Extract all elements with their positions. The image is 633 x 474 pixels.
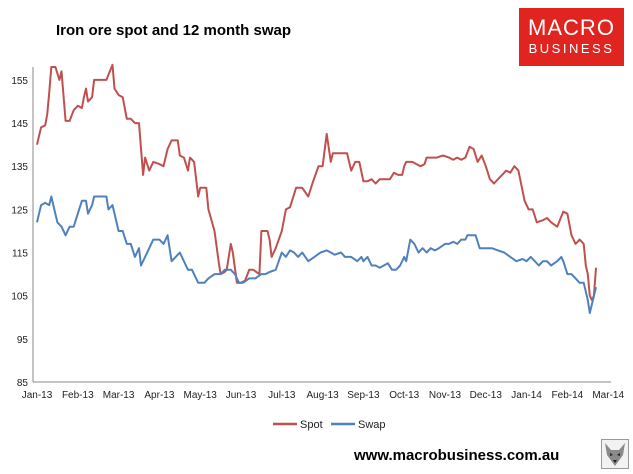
y-tick-label: 95: [17, 335, 29, 346]
series-line-swap: [36, 195, 597, 314]
series-line-spot: [36, 63, 597, 301]
y-tick-label: 125: [11, 205, 28, 216]
y-tick-label: 145: [11, 119, 28, 130]
y-tick-label: 85: [17, 378, 29, 389]
x-tick-label: May-13: [184, 390, 218, 401]
y-tick-label: 115: [12, 249, 28, 260]
y-tick-label: 105: [11, 292, 28, 303]
logo-line-2: BUSINESS: [528, 41, 615, 56]
x-tick-label: Jul-13: [268, 390, 296, 401]
x-tick-label: Jun-13: [226, 390, 257, 401]
legend-swap-label: Swap: [358, 419, 386, 431]
chart-title: Iron ore spot and 12 month swap: [56, 22, 292, 39]
series-layer: [36, 63, 597, 314]
website-url: www.macrobusiness.com.au: [354, 447, 560, 464]
x-tick-label: Apr-13: [144, 390, 174, 401]
legend: Spot Swap: [273, 419, 386, 431]
x-tick-label: Nov-13: [429, 390, 462, 401]
y-axis-ticks: 85 95 105 115 125 135 145 155: [11, 76, 28, 389]
x-tick-label: Feb-13: [62, 390, 94, 401]
x-tick-label: Aug-13: [306, 390, 339, 401]
logo-line-1: MACRO: [528, 15, 615, 40]
x-tick-label: Mar-14: [592, 390, 624, 401]
x-tick-label: Feb-14: [552, 390, 584, 401]
y-tick-label: 155: [11, 76, 28, 87]
x-tick-label: Jan-13: [22, 390, 53, 401]
x-tick-label: Mar-13: [103, 390, 135, 401]
x-tick-label: Jan-14: [511, 390, 542, 401]
x-tick-label: Oct-13: [389, 390, 419, 401]
y-tick-label: 135: [11, 162, 28, 173]
macro-business-logo: MACRO BUSINESS: [519, 8, 624, 66]
x-tick-label: Sep-13: [347, 390, 380, 401]
x-axis-ticks: Jan-13 Feb-13 Mar-13 Apr-13 May-13 Jun-13 Jul-…: [22, 390, 625, 401]
fox-icon: [601, 439, 629, 469]
legend-spot-label: Spot: [300, 419, 323, 431]
x-tick-label: Dec-13: [470, 390, 503, 401]
